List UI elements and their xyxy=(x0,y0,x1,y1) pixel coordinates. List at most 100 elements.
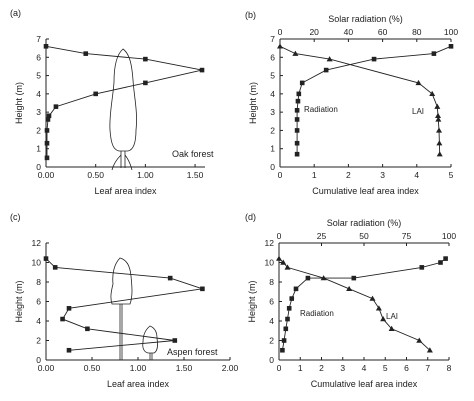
y-tick-label: 12 xyxy=(265,238,275,248)
data-point-square xyxy=(431,51,437,56)
series-line xyxy=(278,258,431,351)
data-point-square xyxy=(299,80,305,86)
y-tick-label: 0 xyxy=(270,162,275,172)
x2-axis-title: Solar radiation (%) xyxy=(327,218,402,228)
data-point-square xyxy=(371,56,377,62)
y-tick-label: 2 xyxy=(270,125,275,135)
data-point-square xyxy=(294,117,300,122)
data-point-square xyxy=(53,104,59,109)
y-tick-label: 1 xyxy=(270,144,275,154)
x-axis-title: Cumulative leaf area index xyxy=(312,186,419,196)
data-point-triangle xyxy=(380,316,387,322)
y-tick-label: 2 xyxy=(36,125,41,135)
y-tick-label: 4 xyxy=(36,316,41,326)
x2-tick-label: 100 xyxy=(444,27,458,37)
data-point-square xyxy=(85,326,90,332)
x2-tick-label: 50 xyxy=(359,231,369,241)
x2-tick-label: 25 xyxy=(317,231,327,241)
oak-tree-illustration xyxy=(109,48,137,171)
x-tick-label: 3 xyxy=(340,363,345,373)
panel-a: (a) Oak forest 0.00 0.50 1.00 1.50 0 1 2 3 4 5 6 7 L… xyxy=(10,8,214,196)
series-label-lai: LAI xyxy=(386,312,398,321)
series-label-radiation: Radiation xyxy=(300,309,334,318)
data-point-triangle xyxy=(435,116,442,122)
y-tick-label: 2 xyxy=(269,336,274,346)
y-axis-title: Height (m) xyxy=(14,280,24,322)
data-point-square xyxy=(199,67,205,73)
x-tick-label: 5 xyxy=(383,363,388,373)
data-point-triangle xyxy=(436,151,443,157)
x-tick-label: 3 xyxy=(380,170,385,180)
data-point-square xyxy=(293,286,299,292)
x-tick-label: 1.00 xyxy=(130,363,147,373)
data-point-square xyxy=(281,338,287,343)
y-tick-label: 0 xyxy=(36,355,41,365)
data-point-square xyxy=(280,347,285,353)
y-tick-label: 4 xyxy=(36,89,41,99)
data-point-square xyxy=(448,44,454,49)
aspen-tree-illustration xyxy=(110,257,158,360)
x-tick-label: 0 xyxy=(277,363,282,373)
x-tick-label: 0.50 xyxy=(87,170,104,180)
series-line xyxy=(296,45,452,155)
data-point-square xyxy=(323,67,329,73)
x2-tick-label: 20 xyxy=(309,27,319,37)
data-point-square xyxy=(52,265,58,270)
y-tick-label: 6 xyxy=(269,297,274,307)
series-line xyxy=(281,258,446,351)
x-tick-label: 2.00 xyxy=(222,363,239,373)
x-tick-label: 0.50 xyxy=(84,363,101,373)
data-point-square xyxy=(419,265,425,270)
data-point-square xyxy=(285,316,290,322)
y-tick-label: 3 xyxy=(270,107,275,117)
panel-annotation: Oak forest xyxy=(172,149,214,159)
y-tick-label: 12 xyxy=(32,238,42,248)
data-point-square xyxy=(200,286,205,292)
data-point-square xyxy=(46,113,52,119)
y-tick-label: 0 xyxy=(36,162,41,172)
x-tick-label: 6 xyxy=(404,363,409,373)
x-tick-label: 1.50 xyxy=(187,170,204,180)
y-tick-label: 7 xyxy=(270,34,275,44)
x2-tick-label: 100 xyxy=(442,231,456,241)
y-tick-label: 5 xyxy=(270,71,275,81)
data-point-triangle xyxy=(375,305,382,311)
data-point-square xyxy=(66,347,72,353)
data-point-square xyxy=(296,91,302,97)
y-tick-label: 8 xyxy=(36,277,41,287)
data-point-triangle xyxy=(277,43,283,49)
x-axis-title: Cumulative leaf area index xyxy=(311,379,418,389)
x-axis-title: Leaf area index xyxy=(107,379,170,389)
y-tick-label: 8 xyxy=(269,277,274,287)
data-point-square xyxy=(294,128,300,133)
data-point-square xyxy=(44,155,50,161)
data-point-square xyxy=(294,151,300,157)
x-tick-label: 4 xyxy=(414,170,419,180)
x-tick-label: 0.00 xyxy=(38,170,55,180)
data-point-triangle xyxy=(320,275,327,281)
y-tick-label: 6 xyxy=(270,52,275,62)
data-point-square xyxy=(143,56,148,62)
x2-tick-label: 40 xyxy=(344,27,354,37)
x2-tick-label: 0 xyxy=(278,27,283,37)
data-point-square xyxy=(93,91,98,97)
y-tick-label: 7 xyxy=(36,34,41,44)
panel-label: (d) xyxy=(245,212,256,222)
y-tick-label: 5 xyxy=(36,71,41,81)
data-point-square xyxy=(44,140,50,146)
data-point-square xyxy=(143,80,148,86)
x2-tick-label: 75 xyxy=(402,231,412,241)
panel-label: (a) xyxy=(10,8,21,18)
panel-c: (c) Aspen forest 0.00 0.50 1.00 1.50 2.00 0 2 4… xyxy=(10,212,239,389)
data-point-square xyxy=(283,326,289,332)
series-label-lai: LAI xyxy=(412,107,424,116)
y-tick-label: 3 xyxy=(36,107,41,117)
x2-tick-label: 60 xyxy=(378,27,388,37)
data-point-square xyxy=(294,140,300,146)
data-point-triangle xyxy=(415,79,422,86)
data-point-triangle xyxy=(436,127,443,133)
x-tick-label: 0.00 xyxy=(38,363,55,373)
